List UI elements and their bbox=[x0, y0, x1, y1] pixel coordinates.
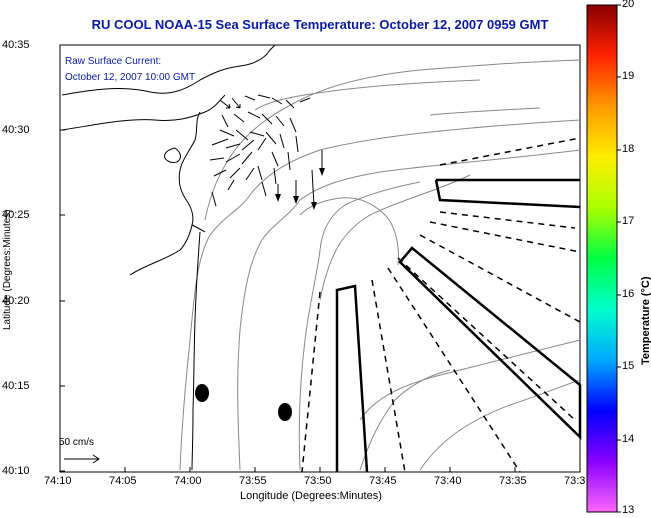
coastline bbox=[61, 44, 276, 471]
colorbar-ticks bbox=[617, 4, 621, 513]
area-outline-1 bbox=[335, 284, 369, 473]
colorbar-tick-label: 17 bbox=[622, 215, 635, 227]
x-tick-label: 74:05 bbox=[109, 475, 137, 487]
y-tick-label: 40:30 bbox=[2, 124, 30, 136]
surface-current-vectors bbox=[209, 94, 323, 207]
x-tick-label: 73:35 bbox=[499, 475, 527, 487]
y-tick-label: 40:25 bbox=[2, 209, 30, 221]
annotation-line-1: Raw Surface Current: bbox=[65, 56, 162, 67]
colorbar-tick-label: 15 bbox=[622, 360, 635, 372]
site-marker bbox=[195, 384, 209, 402]
area-outline-3 bbox=[398, 246, 582, 440]
colorbar-tick-label: 14 bbox=[622, 433, 635, 445]
plot-frame bbox=[59, 44, 581, 473]
site-marker bbox=[278, 403, 292, 421]
scale-arrow bbox=[64, 454, 100, 464]
area-outline-2 bbox=[434, 179, 581, 209]
colorbar-tick-label: 19 bbox=[622, 70, 635, 82]
y-axis-label: Latitude (Degrees:Minutes) bbox=[2, 209, 13, 330]
restricted-areas bbox=[335, 178, 582, 473]
x-tick-label: 73:50 bbox=[304, 475, 332, 487]
dashed-boundaries bbox=[301, 137, 581, 473]
colorbar-tick-label: 20 bbox=[622, 0, 635, 10]
x-axis-label: Longitude (Degrees:Minutes) bbox=[240, 490, 382, 502]
colorbar-tick-label: 16 bbox=[622, 288, 635, 300]
vector-arrowheads bbox=[275, 168, 325, 210]
colorbar-tick-label: 18 bbox=[622, 143, 635, 155]
x-tick-label: 73:55 bbox=[239, 475, 267, 487]
x-tick-label: 74:00 bbox=[174, 475, 202, 487]
colorbar bbox=[586, 4, 618, 513]
x-tick-label: 73:40 bbox=[434, 475, 462, 487]
scale-label: 50 cm/s bbox=[59, 437, 95, 448]
y-tick-label: 40:20 bbox=[2, 295, 30, 307]
x-tick-label: 74:10 bbox=[44, 475, 72, 487]
chart-title: RU COOL NOAA-15 Sea Surface Temperature:… bbox=[91, 17, 549, 32]
y-tick-label: 40:15 bbox=[2, 380, 30, 392]
y-tick-label: 40:35 bbox=[2, 39, 30, 51]
bathymetry-contours bbox=[179, 59, 581, 471]
annotation-line-2: October 12, 2007 10:00 GMT bbox=[65, 72, 196, 83]
colorbar-tick-label: 13 bbox=[622, 504, 635, 516]
x-tick-label: 73:3 bbox=[564, 475, 586, 487]
colorbar-label: Temperature (°C) bbox=[640, 276, 651, 365]
frame-ticks bbox=[60, 44, 516, 472]
y-tick-label: 40:10 bbox=[2, 465, 30, 477]
x-tick-label: 73:45 bbox=[369, 475, 397, 487]
